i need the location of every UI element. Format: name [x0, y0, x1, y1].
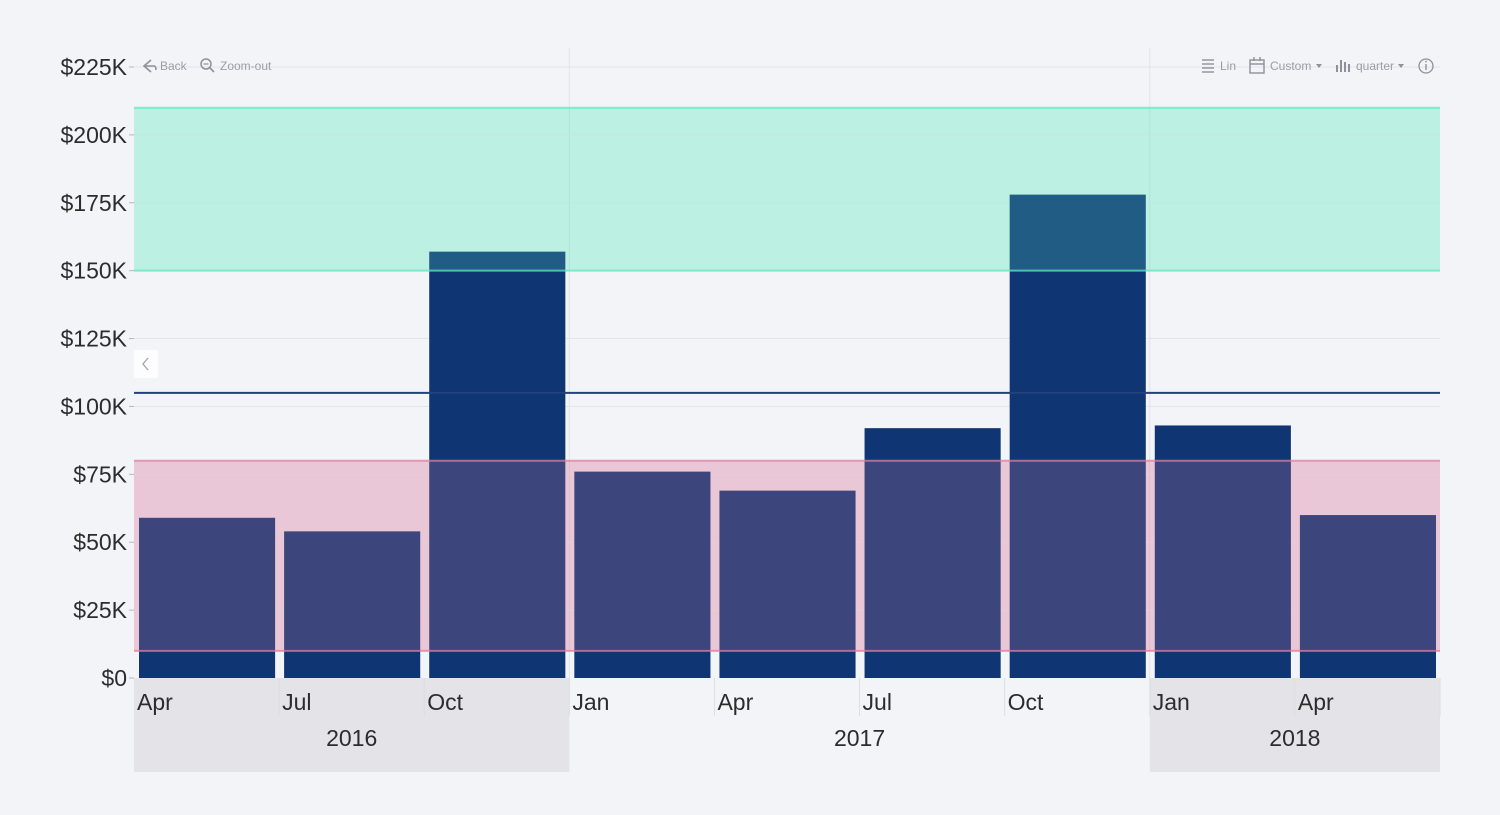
bars-layer: [139, 194, 1436, 678]
bar: [574, 471, 711, 678]
band-overlay-low: [134, 460, 1440, 651]
zoom-out-button[interactable]: Zoom-out: [200, 58, 272, 73]
chevron-down-icon: [1316, 64, 1322, 68]
scale-label: Lin: [1220, 59, 1236, 73]
back-button[interactable]: Back: [142, 59, 188, 73]
period-label: quarter: [1356, 59, 1394, 73]
x-tick-label: Oct: [427, 689, 463, 715]
y-tick-label: $125K: [60, 326, 127, 352]
x-tick-label: Jan: [1153, 689, 1190, 715]
zoom-out-label: Zoom-out: [220, 59, 272, 73]
chevron-down-icon: [1398, 64, 1404, 68]
year-label: 2017: [834, 725, 885, 751]
y-tick-label: $75K: [73, 461, 127, 487]
y-tick-label: $25K: [73, 597, 127, 623]
y-axis: $0 $25K $50K $75K $100K $125K $150K $175K $200K $…: [60, 54, 134, 691]
back-arrow-icon: [142, 59, 157, 73]
list-icon: [1202, 59, 1214, 73]
y-tick-label: $175K: [60, 190, 127, 216]
chevron-left-icon: [142, 357, 149, 371]
year-label: 2018: [1269, 725, 1320, 751]
year-shade: [134, 678, 570, 772]
x-tick-label: Apr: [137, 689, 173, 715]
x-tick-label: Apr: [1298, 689, 1334, 715]
x-tick-label: Jan: [572, 689, 609, 715]
x-tick-label: Jul: [863, 689, 892, 715]
calendar-icon: [1249, 57, 1265, 74]
bar: [719, 490, 856, 678]
custom-dropdown[interactable]: Custom: [1249, 57, 1322, 74]
bar: [1154, 425, 1291, 678]
x-tick-label: Oct: [1008, 689, 1044, 715]
bar: [864, 428, 1001, 678]
bar: [429, 251, 566, 678]
custom-label: Custom: [1270, 59, 1311, 73]
x-tick-label: Apr: [717, 689, 753, 715]
band-overlay-layer: [134, 106, 1440, 652]
bar-chart-icon: [1336, 60, 1350, 72]
magnifier-icon: [200, 58, 215, 73]
y-tick-label: $200K: [60, 122, 127, 148]
info-icon: [1418, 58, 1434, 74]
x-axis: 2016 2017 2018 Apr Jul Oct Jan Apr Jul Oct Jan Apr: [137, 678, 1441, 751]
y-tick-label: $150K: [60, 258, 127, 284]
bar: [1009, 194, 1146, 678]
y-tick-label: $0: [101, 665, 127, 691]
x-tick-label: Jul: [282, 689, 311, 715]
info-button[interactable]: [1418, 58, 1434, 74]
collapse-panel-button[interactable]: [134, 350, 158, 378]
period-dropdown[interactable]: quarter: [1336, 59, 1404, 73]
back-label: Back: [160, 59, 188, 73]
scale-toggle[interactable]: Lin: [1202, 59, 1236, 73]
bar: [284, 531, 421, 678]
y-tick-label: $225K: [60, 54, 127, 80]
y-tick-label: $50K: [73, 529, 127, 555]
year-label: 2016: [326, 725, 377, 751]
band-overlay-high: [134, 107, 1440, 271]
y-tick-label: $100K: [60, 393, 127, 419]
